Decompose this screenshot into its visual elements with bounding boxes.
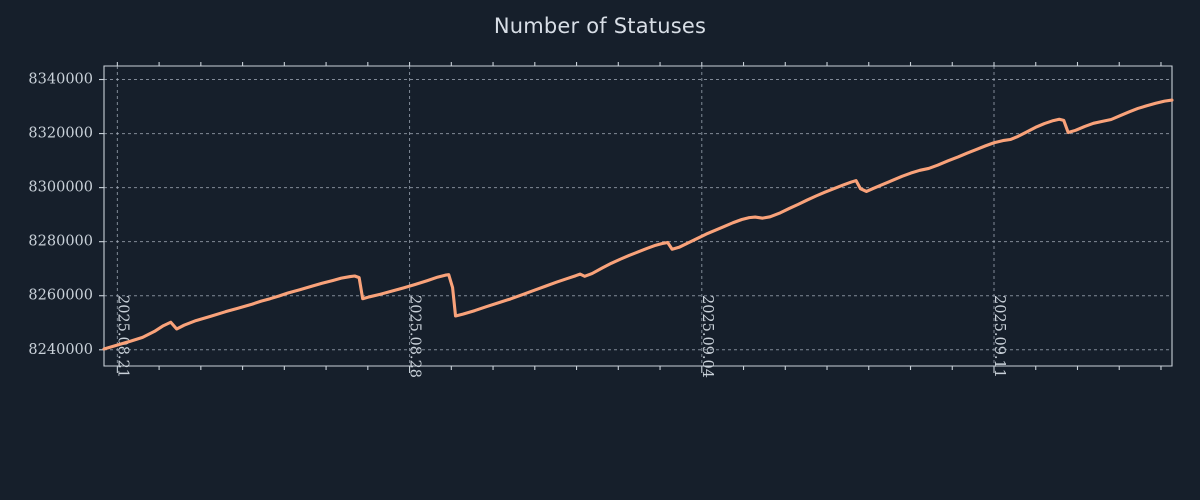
x-tick-label: 2025.09.04 — [699, 295, 715, 378]
x-axis-tick-labels: 2025.08.21 2025.08.28 2025.09.04 2025.09.11 — [114, 295, 1007, 378]
series-line-statuses — [102, 98, 1174, 351]
y-tick-label: 8240000 — [28, 342, 93, 358]
axis-frame — [103, 65, 1173, 367]
data-series-statuses — [102, 98, 1174, 351]
plot-frame — [103, 65, 1173, 367]
grid-lines — [104, 66, 1172, 366]
y-tick-label: 8260000 — [28, 288, 93, 304]
y-tick-label: 8340000 — [28, 72, 93, 88]
chart-title: Number of Statuses — [493, 14, 707, 38]
x-tick-label: 2025.08.21 — [114, 295, 130, 378]
x-tick-label: 2025.08.28 — [407, 295, 423, 378]
y-tick-label: 8320000 — [28, 126, 93, 142]
x-tick-label: 2025.09.11 — [991, 295, 1007, 378]
tick-marks — [99, 62, 1162, 373]
y-tick-label: 8300000 — [28, 180, 93, 196]
y-tick-label: 8280000 — [28, 234, 93, 250]
y-axis-tick-labels: 8240000 8260000 8280000 8300000 8320000 83400… — [28, 72, 93, 358]
